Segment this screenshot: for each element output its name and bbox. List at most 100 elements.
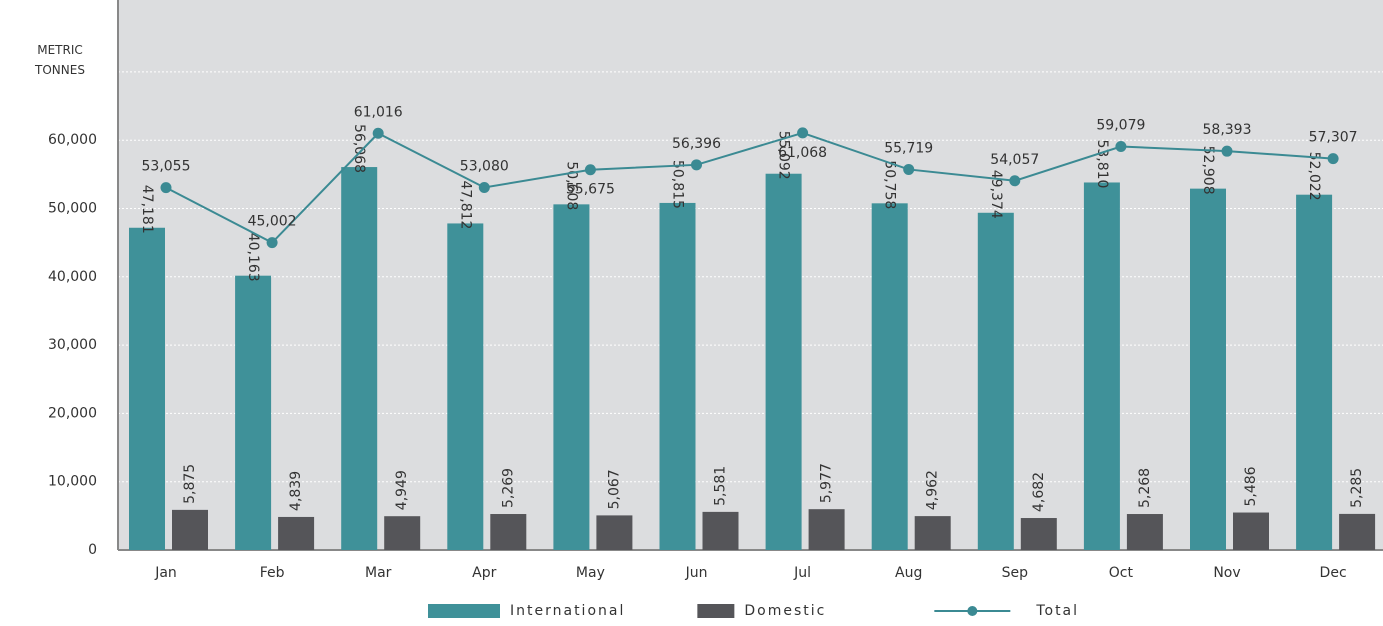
value-label: 55,719 (884, 140, 933, 156)
bar (596, 515, 633, 550)
y-tick-label: 40,000 (48, 269, 97, 285)
plot-bg (118, 0, 1383, 550)
bar (129, 227, 165, 550)
x-tick-label: Mar (365, 565, 392, 581)
legend-swatch (697, 604, 735, 618)
value-label: 49,374 (988, 170, 1004, 219)
value-label: 53,810 (1094, 139, 1110, 188)
value-label: 53,055 (142, 159, 191, 175)
x-tick-label: Jun (685, 565, 708, 581)
line-marker (372, 127, 384, 139)
y-tick-label: 0 (88, 542, 97, 558)
legend-label: Domestic (744, 603, 826, 619)
x-tick-label: Jul (793, 565, 811, 581)
bar (1190, 188, 1226, 550)
y-tick-label: 10,000 (48, 474, 97, 490)
line-marker (1009, 175, 1021, 187)
value-label: 40,163 (245, 233, 261, 282)
value-label: 56,396 (672, 136, 721, 152)
value-label: 61,016 (354, 104, 403, 120)
value-label: 5,977 (819, 463, 835, 503)
bar (447, 223, 484, 551)
line-marker (691, 159, 702, 171)
value-label: 5,269 (500, 468, 516, 508)
value-label: 5,486 (1243, 466, 1259, 506)
value-label: 5,285 (1349, 468, 1365, 508)
bar (235, 275, 272, 550)
value-label: 45,002 (248, 214, 297, 230)
line-marker (160, 182, 172, 194)
value-label: 54,057 (990, 152, 1039, 168)
x-tick-label: Sep (1002, 565, 1029, 581)
x-tick-label: Aug (895, 565, 922, 581)
value-label: 55,675 (566, 182, 615, 198)
value-label: 61,068 (778, 145, 827, 161)
value-label: 4,949 (394, 470, 410, 510)
x-tick-label: Jan (154, 565, 177, 581)
value-label: 50,815 (670, 160, 686, 209)
value-label: 56,068 (351, 124, 367, 173)
value-label: 4,962 (925, 470, 941, 510)
value-label: 57,307 (1309, 130, 1358, 146)
value-label: 47,181 (139, 185, 155, 234)
value-label: 58,393 (1203, 122, 1252, 138)
x-tick-label: Nov (1213, 565, 1240, 581)
value-label: 52,022 (1306, 152, 1322, 201)
value-label: 5,268 (1137, 468, 1153, 508)
x-tick-label: Apr (472, 565, 496, 581)
value-label: 52,908 (1200, 146, 1216, 195)
line-marker (1115, 140, 1127, 152)
legend-label: International (510, 603, 625, 619)
legend-label: Total (1035, 603, 1079, 619)
bar (1020, 518, 1057, 550)
value-label: 4,682 (1031, 472, 1047, 512)
x-tick-label: Oct (1109, 565, 1134, 581)
line-marker (903, 163, 915, 175)
line-marker (1221, 145, 1233, 157)
line-marker (1327, 153, 1339, 165)
line (165, 131, 1334, 244)
bar (702, 511, 739, 550)
legend-swatch (428, 604, 500, 618)
bar (172, 509, 208, 550)
y-tick-label: 20,000 (48, 405, 97, 421)
value-label: 5,067 (606, 469, 622, 509)
legend-swatch (967, 606, 978, 616)
x-tick-label: May (576, 565, 605, 581)
bar (1126, 514, 1163, 550)
bar (1233, 512, 1269, 550)
bar (1083, 182, 1120, 550)
value-label: 47,812 (457, 180, 473, 229)
y-tick-label: 50,000 (48, 201, 97, 217)
line-marker (797, 127, 809, 139)
bar (914, 516, 951, 550)
value-label: 55,092 (776, 131, 792, 180)
bar (659, 202, 696, 551)
bar (765, 173, 802, 551)
line-marker (266, 237, 278, 249)
bar (341, 167, 378, 551)
x-tick-label: Dec (1320, 565, 1347, 581)
x-tick-label: Feb (260, 565, 285, 581)
y-tick-label: 60,000 (48, 132, 97, 148)
bar (977, 212, 1014, 550)
bar (871, 203, 908, 550)
value-label: 59,079 (1096, 117, 1145, 133)
value-label: 5,875 (182, 464, 198, 504)
y-tick-label: 30,000 (48, 337, 97, 353)
line-marker (584, 164, 596, 176)
bar (490, 514, 527, 550)
bar (808, 509, 845, 550)
value-label: 5,581 (713, 466, 729, 506)
y-axis-unit: METRIC TONNES (35, 42, 85, 77)
bar (1339, 513, 1376, 550)
bar (278, 516, 315, 550)
bar (384, 516, 421, 550)
bar (553, 204, 590, 551)
value-label: 4,839 (288, 471, 304, 511)
line-marker (478, 181, 490, 193)
bar (1296, 194, 1333, 550)
value-label: 50,758 (882, 160, 898, 209)
